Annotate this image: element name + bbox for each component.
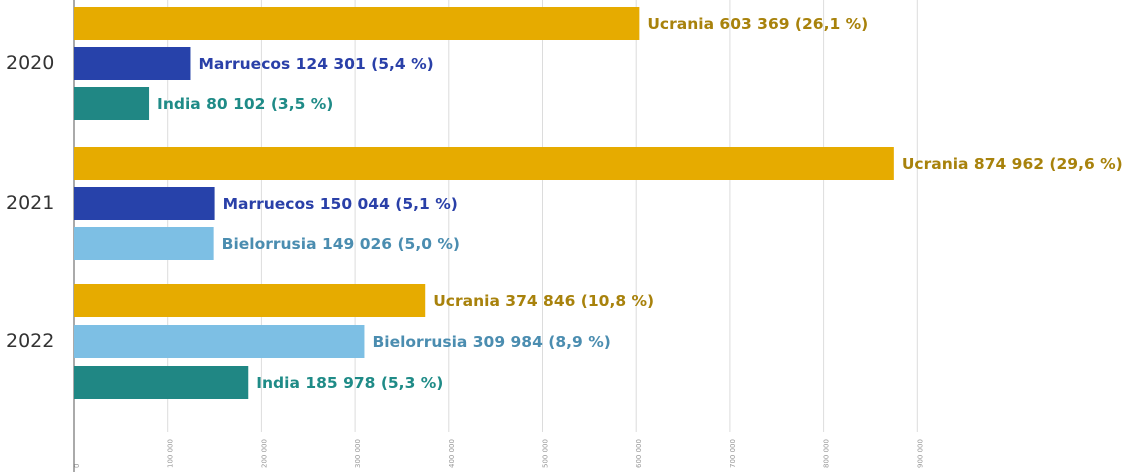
x-tick-label: 200 000 — [260, 439, 268, 468]
bar — [74, 7, 640, 40]
year-label: 2022 — [6, 330, 54, 352]
x-tick-label: 300 000 — [354, 439, 362, 468]
x-tick-label: 700 000 — [729, 439, 737, 468]
x-tick-label: 500 000 — [542, 439, 550, 468]
bar-label: Ucrania 874 962 (29,6 %) — [902, 155, 1123, 173]
bar-label: India 185 978 (5,3 %) — [256, 374, 443, 392]
x-tick-label: 600 000 — [635, 439, 643, 468]
bar — [74, 187, 215, 220]
bar-label: Marruecos 150 044 (5,1 %) — [223, 195, 458, 213]
bar-label: Ucrania 374 846 (10,8 %) — [433, 292, 654, 310]
bar — [74, 47, 191, 80]
x-tick-label: 400 000 — [448, 439, 456, 468]
bar — [74, 227, 214, 260]
bar-label: Marruecos 124 301 (5,4 %) — [198, 55, 433, 73]
year-label: 2021 — [6, 192, 54, 214]
x-tick-label: 100 000 — [167, 439, 175, 468]
year-label: 2020 — [6, 52, 54, 74]
bar-label: Bielorrusia 309 984 (8,9 %) — [372, 333, 610, 351]
bar — [74, 325, 365, 358]
bar-label: Bielorrusia 149 026 (5,0 %) — [222, 235, 460, 253]
bar — [74, 147, 894, 180]
bar-label: Ucrania 603 369 (26,1 %) — [647, 15, 868, 33]
bar — [74, 366, 249, 399]
x-tick-label: 900 000 — [916, 439, 924, 468]
x-tick-label: 0 — [73, 464, 81, 468]
bar-label: India 80 102 (3,5 %) — [157, 95, 333, 113]
bar — [74, 284, 426, 317]
x-tick-label: 800 000 — [823, 439, 831, 468]
bar — [74, 87, 150, 120]
